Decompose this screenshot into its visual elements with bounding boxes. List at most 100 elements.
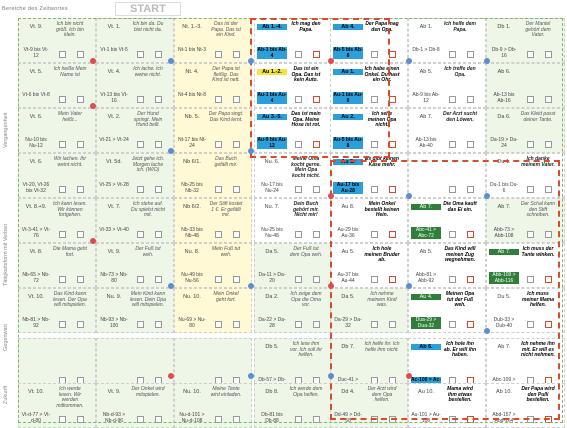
progress-checkbox[interactable] [545,96,552,103]
progress-checkbox[interactable] [137,51,144,58]
exercise-cell[interactable]: Vt. 8.+9. Ich kann lesen. Wir können fort… [18,198,96,243]
progress-checkbox[interactable] [449,186,456,193]
exercise-cell[interactable]: Nu. 6. Meine Oma kocht gerne. Mein Opa ko… [254,153,332,198]
progress-checkbox[interactable] [467,231,474,238]
exercise-cell[interactable]: Nb 6/2. Der Stift kostet 1 €. Er gefällt … [174,198,252,243]
progress-checkbox[interactable] [137,276,144,283]
progress-checkbox[interactable] [371,51,378,58]
progress-checkbox[interactable] [233,321,240,328]
exercise-cell[interactable]: Vt. 10. Das Kind kann lesen. Der Opa will… [18,288,96,333]
exercise-cell[interactable]: Nu. 10. Mein Onkel geht fort. Nu-69 > Nu-8… [174,288,252,333]
progress-checkbox[interactable] [137,321,144,328]
exercise-cell[interactable]: Au 8. Mein Onkel bestellt keinen Hein. Au-… [330,198,408,243]
progress-checkbox[interactable] [155,231,162,238]
progress-checkbox[interactable] [527,51,534,58]
exercise-cell[interactable]: Ab 5. Ich treffe den Opa. Ab-9 bis Ab-12 [408,63,486,108]
progress-checkbox[interactable] [467,51,474,58]
exercise-cell[interactable]: Ab 10. Der Papa wird den Pulli bestellen.… [486,383,565,428]
progress-checkbox[interactable] [215,321,222,328]
progress-checkbox[interactable] [313,96,320,103]
progress-checkbox[interactable] [215,51,222,58]
exercise-cell[interactable]: Nt. 4. Der Papa ist fleißig. Das Kind ist… [174,63,252,108]
progress-checkbox[interactable] [77,141,84,148]
progress-checkbox[interactable] [527,186,534,193]
progress-checkbox[interactable] [371,231,378,238]
progress-checkbox[interactable] [467,276,474,283]
progress-checkbox[interactable] [313,186,320,193]
exercise-cell[interactable]: Nu. 9. Mein Kind kann lesen. Dein Opa wil… [96,288,174,333]
progress-checkbox[interactable] [467,96,474,103]
progress-checkbox[interactable] [449,96,456,103]
progress-checkbox[interactable] [295,96,302,103]
progress-checkbox[interactable] [545,186,552,193]
progress-checkbox[interactable] [389,186,396,193]
progress-checkbox[interactable] [215,96,222,103]
progress-checkbox[interactable] [77,231,84,238]
progress-checkbox[interactable] [59,96,66,103]
progress-checkbox[interactable] [77,186,84,193]
progress-checkbox[interactable] [233,51,240,58]
progress-checkbox[interactable] [545,231,552,238]
exercise-cell[interactable]: Vt. 9. Der Onkel wird mitspielen. Nb-d-93 … [96,383,174,428]
progress-checkbox[interactable] [233,186,240,193]
progress-checkbox[interactable] [371,186,378,193]
progress-checkbox[interactable] [155,186,162,193]
exercise-cell[interactable]: Vt. 2. Der Hund springt. Mein Hund bellt.… [96,108,174,153]
exercise-cell[interactable]: Vt. 6. Mein Vater heißt... Nu-10 bis Nu-12 [18,108,96,153]
progress-checkbox[interactable] [59,231,66,238]
exercise-cell[interactable]: Nb. 5. Der Papa singt. Das Kind lernt. Nt-… [174,108,252,153]
exercise-cell[interactable]: Au 4. Meinen Opa tut der Fuß weh. Dua-29 >… [408,288,486,333]
progress-checkbox[interactable] [295,231,302,238]
exercise-cell[interactable]: Ab 7. Der Schal kann den Stift schreiben.… [486,198,565,243]
progress-checkbox[interactable] [215,231,222,238]
exercise-cell[interactable]: Ab 4. Der Papa mag den Opa. Ab-5 bis Ab-8 [330,18,408,63]
progress-checkbox[interactable] [137,231,144,238]
exercise-cell[interactable]: Ab 6. Ich hole ihn ab. Er will ihn haben.… [408,338,486,389]
exercise-cell[interactable]: Ab 6. Ab-13 bis Ab-16 [486,63,565,108]
progress-checkbox[interactable] [77,276,84,283]
progress-checkbox[interactable] [215,276,222,283]
progress-checkbox[interactable] [545,141,552,148]
exercise-cell[interactable]: Vt. 5d. Jetzt gehe ich. Morgen lache ich.… [96,153,174,198]
progress-checkbox[interactable] [313,141,320,148]
exercise-cell[interactable]: Da 2. Ich zeige dem Opa die Oma vor. Da-22… [254,288,332,333]
exercise-cell[interactable]: Nb 6/1. Das Buch gefällt mir. Nb-25 bis Nb… [174,153,252,198]
progress-checkbox[interactable] [467,321,474,328]
progress-checkbox[interactable] [295,276,302,283]
exercise-cell[interactable]: Vt. 8. Die Mama geht fort. Nb-65 > Nb-72 [18,243,96,288]
progress-checkbox[interactable] [59,321,66,328]
exercise-cell[interactable]: Db 8. Ich werde dem Opa helfen. Db-81 bis … [254,383,332,428]
progress-checkbox[interactable] [313,321,320,328]
progress-checkbox[interactable] [313,231,320,238]
progress-checkbox[interactable] [467,186,474,193]
exercise-cell[interactable]: Db 7. Ich helfe ihr. Ich helfe ihm nicht.… [330,338,408,389]
progress-checkbox[interactable] [59,51,66,58]
progress-checkbox[interactable] [467,141,474,148]
progress-checkbox[interactable] [449,51,456,58]
exercise-cell[interactable]: Ab 7. Der Arzt sucht den Löwen. Ab-13 bis … [408,108,486,153]
progress-checkbox[interactable] [155,141,162,148]
exercise-cell[interactable]: Da 5. Ich nehme meinem Kind was. Da-29 > D… [330,288,408,333]
exercise-cell[interactable]: Ab 1. Ich helfe dem Papa. Db-1 > Db-8 [408,18,486,63]
exercise-cell[interactable]: Au 3.-5. Das ist mein Opa. Meine Hose ist… [254,108,332,153]
exercise-cell[interactable] [96,338,174,388]
progress-checkbox[interactable] [155,321,162,328]
progress-checkbox[interactable] [371,321,378,328]
progress-checkbox[interactable] [137,186,144,193]
exercise-cell[interactable]: Au 1.-2. Das ist ein Opa. Das ist kein Au… [254,63,332,108]
progress-checkbox[interactable] [527,141,534,148]
progress-checkbox[interactable] [295,141,302,148]
progress-checkbox[interactable] [155,51,162,58]
progress-checkbox[interactable] [545,276,552,283]
exercise-cell[interactable]: Ab 1.-4. Ich mag den Papa. Ab-1 bis Ab-4 [254,18,332,63]
progress-checkbox[interactable] [449,141,456,148]
progress-checkbox[interactable] [215,186,222,193]
progress-checkbox[interactable] [313,276,320,283]
progress-checkbox[interactable] [449,231,456,238]
progress-checkbox[interactable] [215,141,222,148]
progress-checkbox[interactable] [155,96,162,103]
exercise-cell[interactable]: Vt. 4. Ich lache. Ich weine nicht. Vt-13 b… [96,63,174,108]
progress-checkbox[interactable] [545,321,552,328]
exercise-cell[interactable]: Ab 7. Ich muss der Tante winken. Abb-109 >… [486,243,565,288]
progress-checkbox[interactable] [137,96,144,103]
